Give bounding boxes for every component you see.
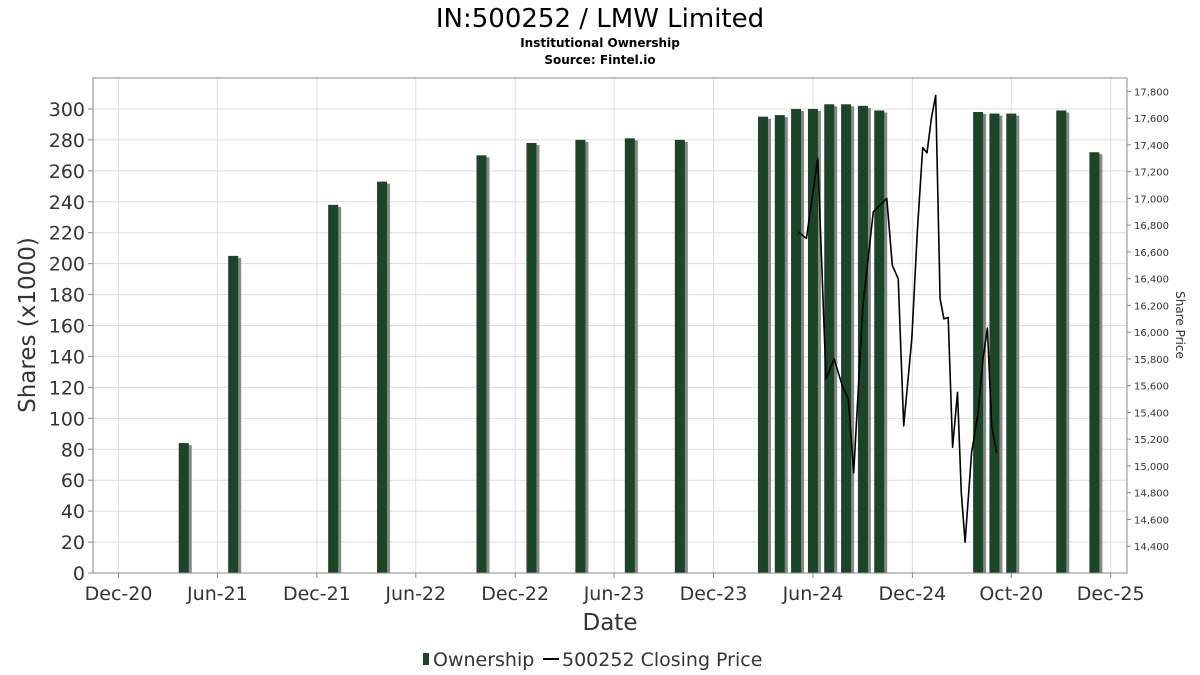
- y-tick-label: 40: [61, 501, 85, 523]
- y-tick-label: 220: [49, 223, 85, 245]
- x-tick-label: Jun-22: [384, 583, 446, 605]
- y-tick-label: 60: [61, 470, 85, 492]
- x-tick-label: Dec-22: [481, 583, 549, 605]
- y-axis-title: Shares (x1000): [15, 237, 41, 413]
- y-tick-label: 280: [49, 130, 85, 152]
- bar-ownership: [575, 139, 586, 573]
- x-tick-label: Jun-23: [583, 583, 645, 605]
- bar-ownership: [857, 105, 868, 573]
- y-tick-label: 180: [49, 285, 85, 307]
- price-line: [797, 94, 998, 544]
- y-tick-label: 120: [49, 377, 85, 399]
- y-axis-right-title: Share Price: [1173, 291, 1187, 359]
- chart-subtitle-2: Source: Fintel.io: [544, 53, 655, 67]
- y-right-tick-label: 15,000: [1134, 462, 1169, 473]
- y-tick-label: 140: [49, 346, 85, 368]
- y-right-tick-label: 16,200: [1134, 301, 1169, 312]
- y-tick-label: 0: [73, 563, 85, 585]
- bar-ownership: [874, 110, 885, 573]
- x-tick-label: Jun-21: [186, 583, 248, 605]
- bar-ownership: [841, 104, 852, 573]
- chart-subtitle-1: Institutional Ownership: [520, 36, 680, 50]
- x-axis-title: Date: [583, 610, 638, 636]
- y-right-tick-label: 16,000: [1134, 328, 1169, 339]
- y-right-tick-label: 15,600: [1134, 382, 1169, 393]
- chart-title: IN:500252 / LMW Limited: [436, 4, 764, 34]
- y-tick-label: 20: [61, 532, 85, 554]
- bar-ownership: [824, 104, 835, 573]
- bars: [178, 104, 1103, 573]
- legend-label-ownership: Ownership: [433, 649, 534, 671]
- bar-ownership: [1056, 110, 1067, 573]
- left-axis-ticks: 0 20 40 60 80 100 120 140 160 180 200 220 240 260 280 3…: [49, 99, 93, 585]
- y-right-tick-label: 16,600: [1134, 248, 1169, 259]
- y-right-tick-label: 17,400: [1134, 141, 1169, 152]
- bar-ownership: [1089, 152, 1100, 573]
- right-axis-ticks: 14,400 14,600 14,800 15,000 15,200 15,400 15,6…: [1127, 87, 1169, 553]
- y-tick-label: 200: [49, 254, 85, 276]
- x-tick-label: Jun-24: [782, 583, 844, 605]
- y-tick-label: 80: [61, 439, 85, 461]
- y-right-tick-label: 15,800: [1134, 355, 1169, 366]
- y-right-tick-label: 17,000: [1134, 194, 1169, 205]
- bar-ownership: [674, 139, 685, 573]
- x-tick-label: Dec-20: [85, 583, 153, 605]
- bar-ownership: [1006, 113, 1017, 573]
- legend: Ownership 500252 Closing Price: [423, 649, 762, 671]
- y-tick-label: 100: [49, 408, 85, 430]
- x-tick-label: Oct-20: [979, 583, 1043, 605]
- x-tick-label: Dec-21: [283, 583, 351, 605]
- x-tick-label: Dec-24: [878, 583, 946, 605]
- x-tick-label: Dec-23: [680, 583, 748, 605]
- y-right-tick-label: 14,400: [1134, 542, 1169, 553]
- y-right-tick-label: 15,200: [1134, 435, 1169, 446]
- bar-ownership: [791, 108, 802, 573]
- bar-ownership: [476, 155, 487, 573]
- y-tick-label: 240: [49, 192, 85, 214]
- y-right-tick-label: 16,800: [1134, 221, 1169, 232]
- y-right-tick-label: 17,200: [1134, 168, 1169, 179]
- legend-label-price: 500252 Closing Price: [562, 649, 762, 671]
- x-axis-ticks: Dec-20 Jun-21 Dec-21 Jun-22 Dec-22 Jun-23 Dec-…: [85, 573, 1145, 605]
- y-right-tick-label: 17,600: [1134, 114, 1169, 125]
- bar-ownership: [328, 204, 339, 573]
- bar-ownership: [774, 115, 785, 573]
- y-right-tick-label: 17,800: [1134, 87, 1169, 98]
- bar-ownership: [228, 255, 239, 573]
- bar-ownership: [973, 112, 984, 573]
- bar-ownership: [178, 443, 189, 573]
- grid: [93, 78, 1127, 574]
- legend-swatch-ownership: [423, 653, 429, 665]
- bar-ownership: [757, 116, 768, 573]
- y-right-tick-label: 15,400: [1134, 408, 1169, 419]
- y-right-tick-label: 16,400: [1134, 275, 1169, 286]
- x-tick-label: Dec-25: [1077, 583, 1145, 605]
- y-right-tick-label: 14,800: [1134, 489, 1169, 500]
- y-tick-label: 300: [49, 99, 85, 121]
- bar-ownership: [377, 181, 388, 573]
- bar-ownership: [526, 142, 537, 573]
- y-right-tick-label: 14,600: [1134, 515, 1169, 526]
- price-line-layer: [797, 94, 998, 544]
- bar-ownership: [989, 113, 1000, 573]
- bar-ownership: [807, 108, 818, 573]
- y-tick-label: 260: [49, 161, 85, 183]
- bar-ownership: [624, 138, 635, 573]
- y-tick-label: 160: [49, 316, 85, 338]
